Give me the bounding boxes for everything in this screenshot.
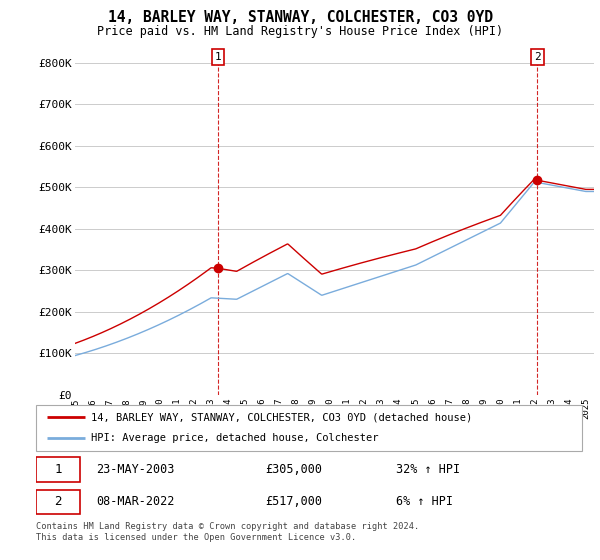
Text: Contains HM Land Registry data © Crown copyright and database right 2024.: Contains HM Land Registry data © Crown c…: [36, 522, 419, 531]
Text: HPI: Average price, detached house, Colchester: HPI: Average price, detached house, Colc…: [91, 433, 378, 444]
FancyBboxPatch shape: [36, 458, 80, 482]
Text: 6% ↑ HPI: 6% ↑ HPI: [397, 496, 454, 508]
Text: 14, BARLEY WAY, STANWAY, COLCHESTER, CO3 0YD (detached house): 14, BARLEY WAY, STANWAY, COLCHESTER, CO3…: [91, 412, 472, 422]
Text: 1: 1: [54, 463, 62, 476]
Text: Price paid vs. HM Land Registry's House Price Index (HPI): Price paid vs. HM Land Registry's House …: [97, 25, 503, 38]
Text: 23-MAY-2003: 23-MAY-2003: [96, 463, 175, 476]
Text: 32% ↑ HPI: 32% ↑ HPI: [397, 463, 460, 476]
Text: This data is licensed under the Open Government Licence v3.0.: This data is licensed under the Open Gov…: [36, 533, 356, 542]
Text: £517,000: £517,000: [265, 496, 322, 508]
Text: £305,000: £305,000: [265, 463, 322, 476]
Text: 14, BARLEY WAY, STANWAY, COLCHESTER, CO3 0YD: 14, BARLEY WAY, STANWAY, COLCHESTER, CO3…: [107, 10, 493, 25]
FancyBboxPatch shape: [36, 489, 80, 514]
Text: 08-MAR-2022: 08-MAR-2022: [96, 496, 175, 508]
Text: 1: 1: [214, 52, 221, 62]
Text: 2: 2: [54, 496, 62, 508]
Text: 2: 2: [534, 52, 541, 62]
